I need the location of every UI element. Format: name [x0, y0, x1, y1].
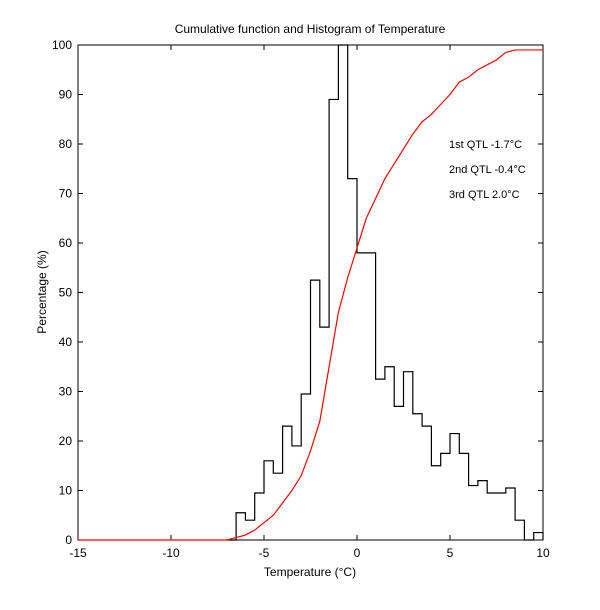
x-tick-label-4: 5	[447, 546, 454, 560]
y-tick-label-4: 40	[59, 335, 73, 349]
chart-title: Cumulative function and Histogram of Tem…	[175, 22, 446, 36]
annotation-q2: 2nd QTL -0.4°C	[449, 164, 526, 176]
x-ticks: -15 -10 -5 0 5 10	[69, 45, 550, 560]
y-tick-label-1: 10	[59, 484, 73, 498]
x-tick-label-5: 10	[536, 546, 550, 560]
x-tick-label-3: 0	[354, 546, 361, 560]
x-tick-label-0: -15	[69, 546, 87, 560]
x-tick-label-2: -5	[259, 546, 270, 560]
y-tick-label-2: 20	[59, 434, 73, 448]
series-layer	[78, 44, 544, 541]
histogram-series	[226, 44, 544, 541]
annotation-q3: 3rd QTL 2.0°C	[449, 189, 520, 201]
x-axis-label: Temperature (°C)	[264, 565, 356, 579]
y-ticks: 0 10 20 30 40 50 60 70 80 90 100	[52, 38, 543, 547]
y-tick-label-8: 80	[59, 137, 73, 151]
y-tick-label-9: 90	[59, 88, 73, 102]
y-tick-label-10: 100	[52, 38, 72, 52]
cumulative-series	[78, 49, 543, 541]
y-tick-label-7: 70	[59, 187, 73, 201]
annotation-q1: 1st QTL -1.7°C	[449, 139, 522, 151]
y-tick-label-5: 50	[59, 286, 73, 300]
y-axis-label: Percentage (%)	[35, 250, 49, 333]
x-tick-label-1: -10	[162, 546, 180, 560]
y-tick-label-3: 30	[59, 385, 73, 399]
y-tick-label-0: 0	[65, 533, 72, 547]
y-tick-label-6: 60	[59, 236, 73, 250]
quartile-annotations: 1st QTL -1.7°C 2nd QTL -0.4°C 3rd QTL 2.…	[449, 139, 526, 201]
